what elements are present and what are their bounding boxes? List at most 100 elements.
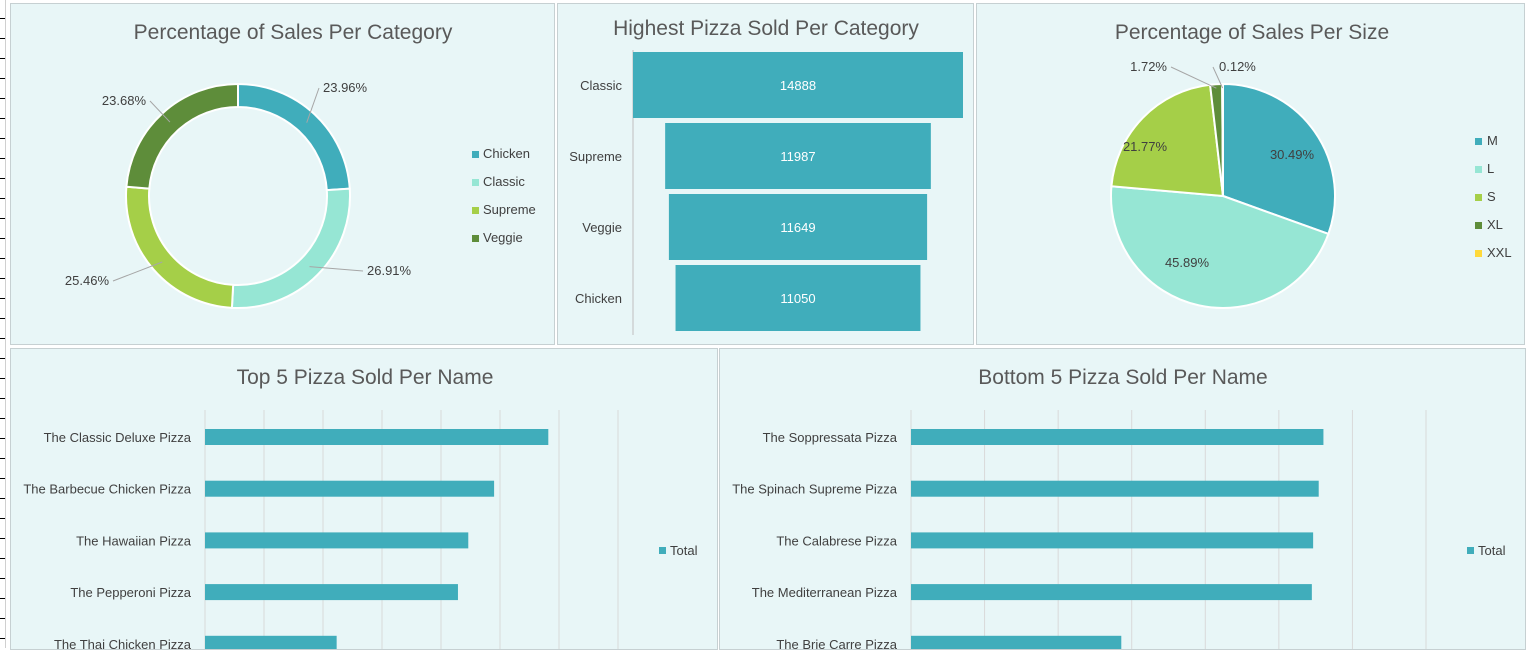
bar (911, 429, 1324, 445)
top5-bar-chart: Top 5 Pizza Sold Per Name The Classic De… (23, 366, 698, 650)
category-label: The Spinach Supreme Pizza (732, 482, 898, 497)
category-label: Classic (580, 78, 622, 93)
row-marker (0, 38, 5, 39)
row-marker (0, 578, 5, 579)
row-marker (0, 58, 5, 59)
row-marker (0, 238, 5, 239)
legend-entry: Total (670, 543, 698, 558)
category-funnel-panel[interactable]: Highest Pizza Sold Per Category 14888 Cla… (557, 3, 974, 345)
legend-swatch (1475, 138, 1482, 145)
top5-panel[interactable]: Top 5 Pizza Sold Per Name The Classic De… (10, 348, 718, 650)
row-marker (0, 158, 5, 159)
legend-entry: Veggie (483, 230, 523, 245)
row-marker (0, 258, 5, 259)
row-marker (0, 358, 5, 359)
row-marker (0, 538, 5, 539)
legend-entry: Chicken (483, 146, 530, 161)
category-label: The Pepperoni Pizza (70, 585, 191, 600)
pie-slice-m (1222, 82, 1336, 236)
category-label: The Thai Chicken Pizza (54, 637, 192, 650)
row-marker (0, 418, 5, 419)
chart-title: Highest Pizza Sold Per Category (613, 17, 919, 40)
category-label: The Brie Carre Pizza (776, 637, 897, 650)
row-marker (0, 138, 5, 139)
row-marker (0, 18, 5, 19)
data-label: 1.72% (1130, 59, 1167, 74)
category-label: The Barbecue Chicken Pizza (23, 482, 191, 497)
chart-title: Percentage of Sales Per Size (1115, 21, 1389, 44)
legend-swatch (1475, 166, 1482, 173)
bar (205, 532, 469, 549)
bottom5-bar-chart: Bottom 5 Pizza Sold Per Name The Soppres… (732, 366, 1506, 650)
bar (205, 480, 495, 497)
legend-entry: M (1487, 133, 1498, 148)
size-pie-chart: Percentage of Sales Per Size 30.49% 45.89… (1110, 21, 1512, 309)
data-label: 25.46% (65, 273, 110, 288)
funnel-bar-classic (633, 52, 963, 118)
legend-swatch (1467, 547, 1474, 554)
data-label: 23.96% (323, 80, 368, 95)
legend-entry: XXL (1487, 245, 1512, 260)
bar (205, 584, 458, 601)
legend-entry: Classic (483, 174, 525, 189)
data-label: 0.12% (1219, 59, 1256, 74)
category-label: Chicken (575, 291, 622, 306)
row-marker (0, 458, 5, 459)
donut-slice-veggie (125, 82, 239, 190)
category-label: The Classic Deluxe Pizza (44, 430, 192, 445)
chart-title: Top 5 Pizza Sold Per Name (237, 366, 494, 389)
funnel-bar-veggie (668, 194, 928, 260)
legend-swatch (472, 235, 479, 242)
data-label: 30.49% (1270, 147, 1315, 162)
data-label: 45.89% (1165, 255, 1210, 270)
legend-swatch (472, 207, 479, 214)
bar (911, 532, 1314, 549)
row-marker (0, 178, 5, 179)
bar (911, 480, 1319, 497)
row-marker (0, 118, 5, 119)
bar (911, 584, 1312, 601)
legend-entry: Supreme (483, 202, 536, 217)
row-marker (0, 478, 5, 479)
legend-swatch (472, 179, 479, 186)
legend-entry: XL (1487, 217, 1503, 232)
category-label: The Soppressata Pizza (763, 430, 898, 445)
category-funnel-chart: Highest Pizza Sold Per Category 14888 Cla… (569, 17, 963, 335)
category-label: Supreme (569, 149, 622, 164)
legend-swatch (1475, 250, 1482, 257)
bottom5-panel[interactable]: Bottom 5 Pizza Sold Per Name The Soppres… (719, 348, 1526, 650)
bar-value-label: 11050 (780, 291, 815, 306)
category-label: The Mediterranean Pizza (752, 585, 898, 600)
bar-value-label: 11649 (780, 220, 815, 235)
row-marker (0, 638, 5, 639)
row-marker (0, 378, 5, 379)
donut-slice-chicken (237, 82, 351, 192)
category-donut-panel[interactable]: Percentage of Sales Per Category 23.96% 2… (10, 3, 555, 345)
category-label: The Calabrese Pizza (776, 533, 897, 548)
legend-swatch (1475, 194, 1482, 201)
pie-slice-xxl (1221, 82, 1224, 197)
data-label: 23.68% (102, 93, 147, 108)
legend-swatch (1475, 222, 1482, 229)
row-marker (0, 558, 5, 559)
leader-line (1170, 66, 1217, 89)
data-label: 21.77% (1123, 139, 1168, 154)
row-marker (0, 398, 5, 399)
row-marker (0, 618, 5, 619)
leader-line (1212, 66, 1224, 89)
row-marker (0, 278, 5, 279)
chart-title: Bottom 5 Pizza Sold Per Name (978, 366, 1267, 389)
bar (911, 635, 1122, 649)
size-pie-panel[interactable]: Percentage of Sales Per Size 30.49% 45.89… (976, 3, 1525, 345)
bar (205, 429, 549, 445)
row-marker (0, 438, 5, 439)
bar-value-label: 14888 (780, 78, 816, 93)
legend-entry: Total (1478, 543, 1506, 558)
legend-entry: S (1487, 189, 1496, 204)
sheet-row-gutter (0, 0, 6, 648)
bar-value-label: 11987 (780, 149, 815, 164)
row-marker (0, 98, 5, 99)
legend-swatch (472, 151, 479, 158)
category-donut-chart: Percentage of Sales Per Category 23.96% 2… (65, 21, 536, 309)
funnel-bar-chicken (675, 265, 921, 331)
